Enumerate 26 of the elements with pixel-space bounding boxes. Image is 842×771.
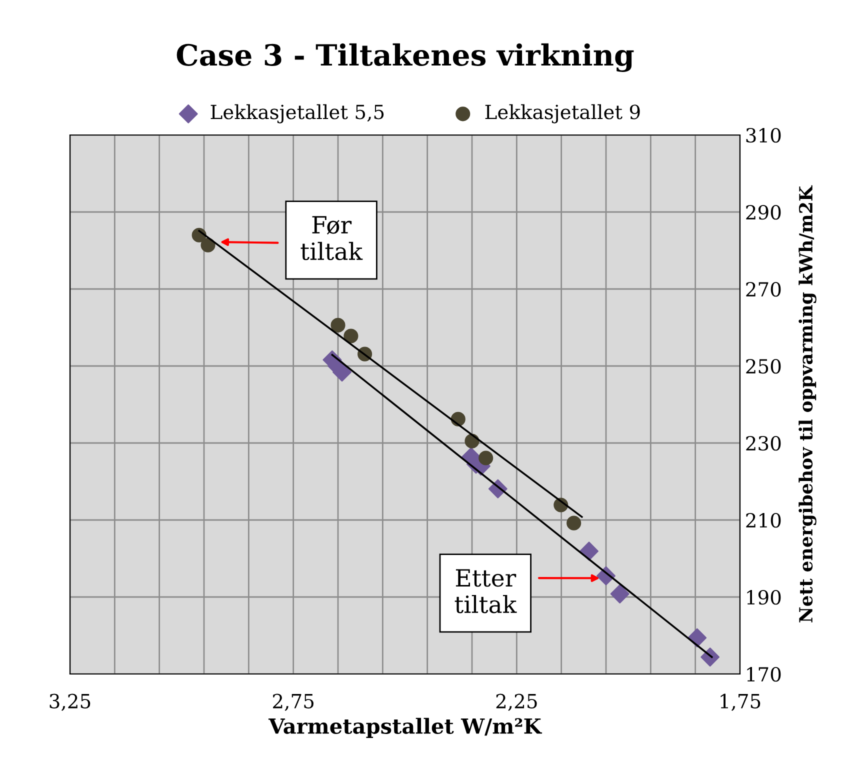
x-axis-title: Varmetapstallet W/m²K bbox=[268, 718, 542, 738]
y-tick-label: 170 bbox=[747, 666, 781, 682]
y-axis-title: Nett energibehov til oppvarming kWh/m2K bbox=[798, 185, 816, 622]
y-tick-label: 250 bbox=[746, 358, 781, 374]
y-tick-label: 230 bbox=[746, 436, 781, 451]
y-tick-label: 270 bbox=[746, 282, 781, 297]
x-tick-label: 1,75 bbox=[720, 694, 760, 711]
point bbox=[580, 542, 599, 561]
legend-label: Lekkasjetallet 9 bbox=[485, 104, 640, 124]
x-tick-label: 2,25 bbox=[496, 694, 537, 711]
point bbox=[330, 318, 346, 332]
y-tick-label: 190 bbox=[747, 590, 781, 605]
point bbox=[566, 516, 582, 530]
point bbox=[478, 450, 494, 466]
y-tick-label: 290 bbox=[746, 204, 781, 220]
annotation: Etter tiltak bbox=[454, 569, 517, 614]
y-tick-label: 210 bbox=[746, 512, 781, 528]
point bbox=[200, 238, 216, 252]
annotation: Før tiltak bbox=[300, 216, 363, 260]
point bbox=[344, 328, 358, 344]
chart-title: Case 3 - Tiltakenes virkning bbox=[176, 43, 634, 72]
legend-label: Lekkasjetallet 5,5 bbox=[210, 104, 384, 124]
x-tick-label: 3,25 bbox=[50, 694, 90, 711]
x-tick-label: 2,75 bbox=[273, 694, 314, 711]
y-tick-label: 310 bbox=[746, 128, 781, 143]
point bbox=[610, 584, 630, 604]
